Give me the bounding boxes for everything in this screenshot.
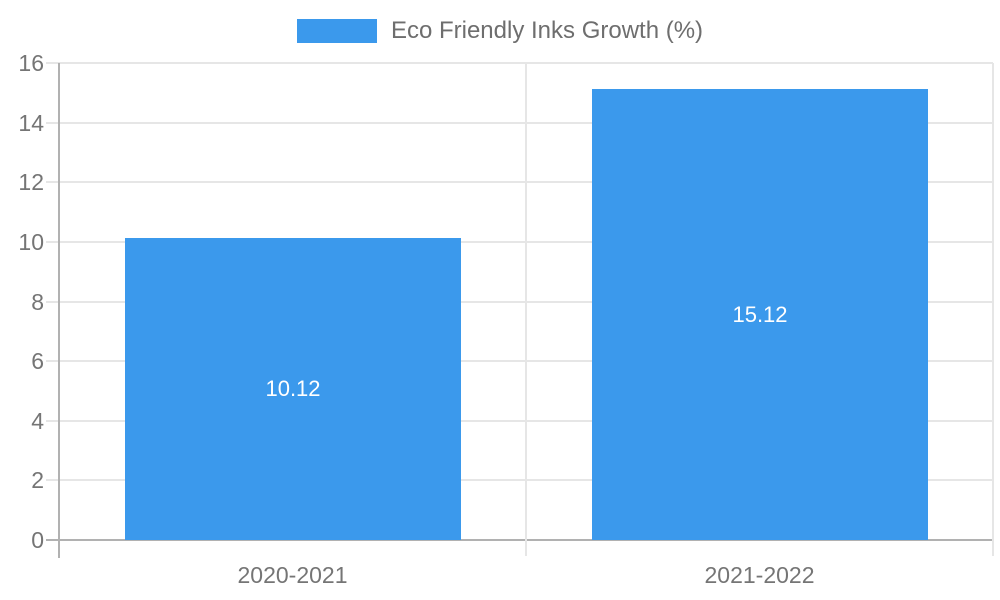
- y-axis-tick: [46, 360, 59, 363]
- right-boundary-gridline: [992, 63, 994, 556]
- legend[interactable]: Eco Friendly Inks Growth (%): [0, 16, 1000, 46]
- x-axis-category-label: 2021-2022: [704, 562, 815, 588]
- y-axis-tick: [46, 240, 59, 243]
- y-axis-tick: [46, 62, 59, 64]
- y-axis-tick-label: 4: [31, 407, 44, 434]
- y-axis-tick-label: 10: [18, 228, 44, 255]
- y-axis-tick-label: 0: [31, 527, 44, 553]
- x-axis-category-label: 2020-2021: [237, 562, 348, 588]
- bar-value-label: 10.12: [265, 376, 321, 402]
- y-axis-tick-label: 2: [31, 467, 44, 494]
- y-axis-tick-label: 12: [18, 169, 44, 196]
- y-axis-tick-label: 16: [18, 50, 44, 76]
- y-axis-tick: [46, 300, 59, 303]
- y-axis-tick: [46, 419, 59, 422]
- bar[interactable]: 10.12: [125, 238, 461, 540]
- y-axis-tick-label: 14: [18, 109, 44, 136]
- bar[interactable]: 15.12: [592, 89, 928, 540]
- y-axis-tick: [46, 121, 59, 124]
- y-axis-tick-label: 8: [31, 288, 44, 315]
- category-divider-gridline: [525, 63, 527, 556]
- y-axis-line: [58, 63, 60, 558]
- y-axis-tick: [46, 539, 59, 541]
- legend-swatch-icon: [296, 19, 377, 43]
- y-axis-tick: [46, 181, 59, 184]
- legend-label: Eco Friendly Inks Growth (%): [390, 17, 704, 44]
- y-axis-tick: [46, 479, 59, 482]
- bar-value-label: 15.12: [732, 301, 788, 327]
- y-axis-tick-label: 6: [31, 348, 44, 375]
